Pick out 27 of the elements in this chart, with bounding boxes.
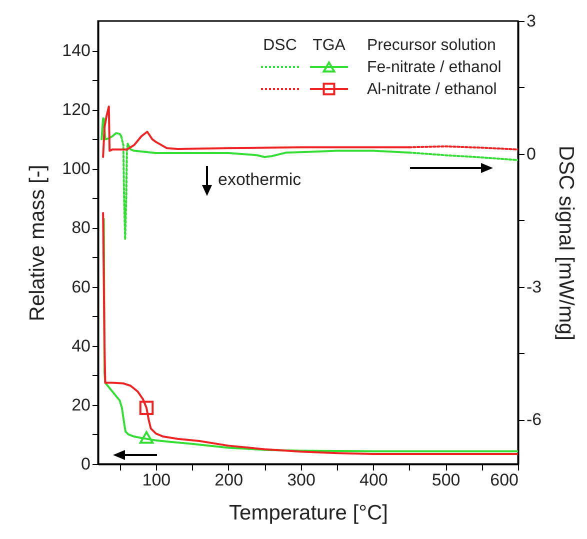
annotation: exothermic	[218, 170, 302, 189]
y2-tick-label: -6	[526, 410, 542, 430]
y-tick-label: 20	[72, 395, 90, 414]
x-tick-label: 200	[214, 470, 244, 490]
y-tick-label: 100	[62, 159, 90, 178]
x-axis-title: Temperature [°C]	[229, 502, 388, 524]
legend-label: Al-nitrate / ethanol	[367, 81, 497, 98]
y-tick-label: 120	[62, 100, 90, 120]
y-axis-title: Relative mass [-]	[26, 164, 50, 322]
y-tick-label: 140	[62, 41, 90, 60]
y2-axis-title: DSC signal [mW/mg]	[554, 146, 578, 340]
annotation: Precursor solution	[367, 37, 496, 54]
legend-label: Fe-nitrate / ethanol	[367, 59, 502, 76]
y2-tick-label: -3	[526, 277, 542, 296]
y2-tick-label: 3	[526, 12, 536, 30]
x-tick-label: 500	[432, 470, 460, 490]
y2-tick-label: 0	[526, 144, 536, 164]
annotation: DSC	[263, 37, 297, 54]
y-tick-label: 0	[81, 454, 90, 474]
annotation: TGA	[312, 37, 346, 54]
x-tick-label: 300	[287, 470, 316, 490]
x-tick-label: 100	[142, 470, 171, 490]
y-tick-label: 80	[72, 218, 90, 238]
y-tick-label: 40	[72, 336, 90, 356]
y-tick-label: 60	[72, 277, 90, 296]
x-tick-label: 400	[359, 470, 388, 490]
x-tick-label: 600	[490, 470, 518, 490]
